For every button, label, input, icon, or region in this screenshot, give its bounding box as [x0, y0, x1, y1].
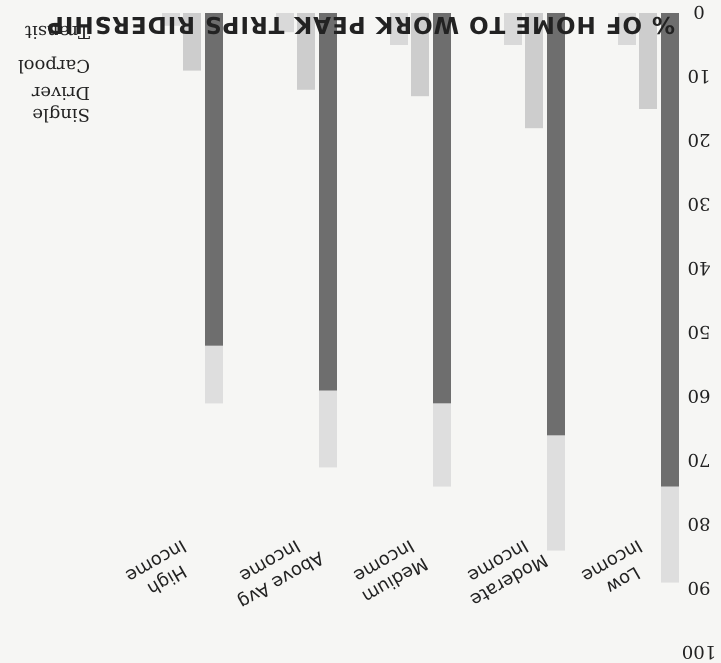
y-tick-label: 90 — [688, 577, 711, 598]
bar-transit — [162, 13, 180, 26]
legend-label: Transit — [24, 21, 90, 42]
bar-transit — [390, 13, 408, 45]
bar-carpool — [183, 13, 201, 71]
bar-carpool — [639, 13, 657, 109]
y-tick-label: 60 — [688, 385, 711, 406]
bar-single-driver — [433, 13, 451, 404]
y-tick-label: 50 — [688, 321, 711, 342]
y-tick-label: 20 — [688, 129, 711, 150]
legend-marker — [104, 19, 110, 21]
y-tick-label: 80 — [688, 513, 711, 534]
bar-carpool — [525, 13, 543, 129]
bar-single-driver-carpool-stack — [205, 345, 223, 404]
y-tick-label: 30 — [688, 193, 711, 214]
bar-single-driver — [205, 13, 223, 346]
bar-transit — [504, 13, 522, 45]
bar-single-driver — [547, 13, 565, 436]
bar-single-driver — [319, 13, 337, 391]
chart-title: % OF HOME TO WORK PEAK TRIPS RIDERSHIP — [45, 11, 676, 37]
bar-single-driver-carpool-stack — [661, 486, 679, 583]
legend-label: Single — [32, 104, 90, 125]
bar-transit — [276, 13, 294, 33]
bar-single-driver-carpool-stack — [547, 435, 565, 551]
legend-label: Driver — [31, 82, 90, 103]
bar-single-driver — [661, 13, 679, 487]
bar-transit — [618, 13, 636, 45]
y-tick-label: 0 — [693, 1, 704, 22]
y-tick-label: 40 — [688, 257, 711, 278]
bar-carpool — [411, 13, 429, 97]
y-tick-label: 10 — [688, 65, 711, 86]
y-tick-label: 100 — [682, 641, 716, 662]
y-tick-label: 70 — [688, 449, 711, 470]
legend-label: Carpool — [18, 55, 90, 76]
bar-single-driver-carpool-stack — [433, 403, 451, 487]
bar-single-driver-carpool-stack — [319, 390, 337, 468]
bar-carpool — [297, 13, 315, 90]
